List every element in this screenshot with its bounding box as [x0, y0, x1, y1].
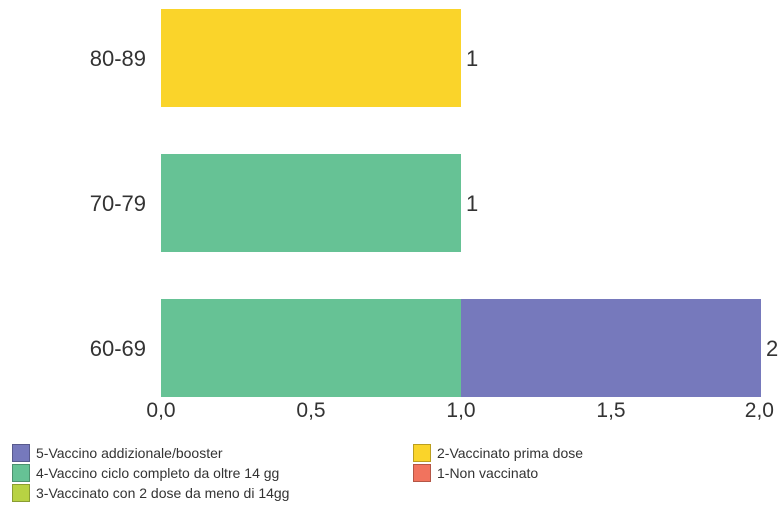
total-label-70-79: 1 [466, 191, 478, 216]
bar-70-79-4-vaccino-ciclo-completo-da-oltre-14-gg[interactable] [161, 154, 461, 252]
category-label-80-89: 80-89 [90, 46, 146, 71]
x-tick-label: 0,0 [146, 399, 175, 422]
bar-60-69-5-vaccino-addizionale-booster[interactable] [461, 299, 761, 397]
labels-layer: 80-89 1 70-79 1 60-69 2 [90, 46, 779, 361]
x-tick-label: 0,5 [296, 399, 325, 422]
x-tick-label: 1,5 [596, 399, 625, 422]
total-label-60-69: 2 [766, 336, 778, 361]
total-label-80-89: 1 [466, 46, 478, 71]
category-label-70-79: 70-79 [90, 191, 146, 216]
bars-layer [161, 9, 761, 397]
category-label-60-69: 60-69 [90, 336, 146, 361]
bar-80-89-2-vaccinato-prima-dose[interactable] [161, 9, 461, 107]
bar-60-69-4-vaccino-ciclo-completo-da-oltre-14-gg[interactable] [161, 299, 461, 397]
x-axis-ticks: 0,0 0,5 1,0 1,5 2,0 [146, 399, 774, 422]
x-tick-label: 2,0 [745, 399, 774, 422]
x-tick-label: 1,0 [446, 399, 475, 422]
